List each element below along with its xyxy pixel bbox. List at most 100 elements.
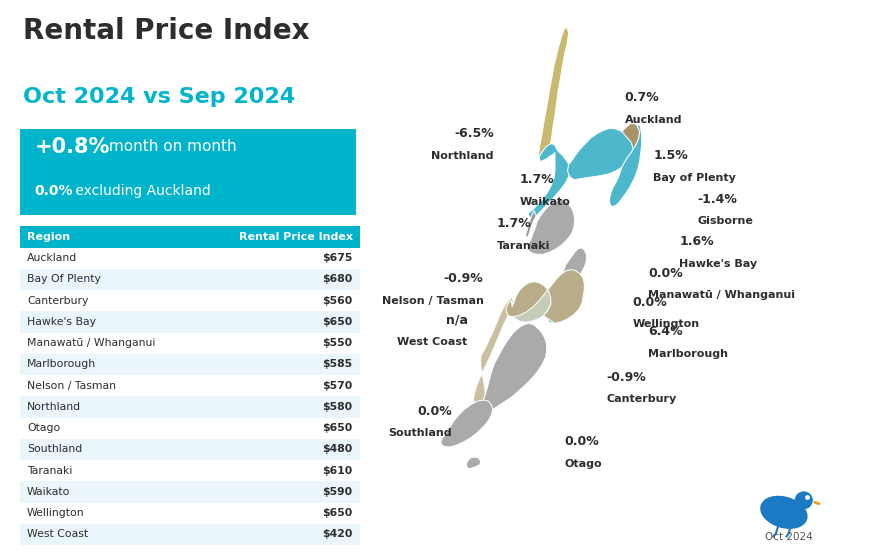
Text: +0.8%: +0.8% (34, 137, 110, 157)
Polygon shape (539, 144, 557, 162)
Polygon shape (474, 297, 513, 405)
Text: Northland: Northland (431, 150, 494, 160)
Text: 1.6%: 1.6% (679, 235, 714, 248)
Text: $680: $680 (322, 274, 353, 285)
Text: Canterbury: Canterbury (27, 296, 88, 306)
FancyBboxPatch shape (20, 333, 360, 354)
Text: 0.0%: 0.0% (34, 184, 73, 198)
Text: Wellington: Wellington (632, 319, 699, 329)
Text: $560: $560 (322, 296, 353, 306)
Polygon shape (568, 129, 633, 180)
Polygon shape (564, 248, 586, 280)
Polygon shape (441, 400, 493, 447)
FancyBboxPatch shape (20, 460, 360, 481)
Text: Otago: Otago (564, 459, 602, 469)
Text: Wellington: Wellington (27, 508, 84, 518)
Text: 0.7%: 0.7% (625, 91, 659, 104)
Text: Marlborough: Marlborough (27, 359, 96, 369)
Text: Marlborough: Marlborough (648, 349, 728, 359)
Polygon shape (526, 211, 537, 239)
Text: 0.0%: 0.0% (632, 296, 667, 309)
Ellipse shape (795, 492, 812, 509)
Text: Oct 2024 vs Sep 2024: Oct 2024 vs Sep 2024 (24, 87, 295, 107)
Ellipse shape (761, 496, 807, 528)
Polygon shape (466, 457, 481, 468)
Text: Hawke's Bay: Hawke's Bay (679, 259, 758, 268)
Text: $675: $675 (322, 253, 353, 263)
Polygon shape (506, 269, 584, 323)
Text: month on month: month on month (104, 139, 236, 154)
Text: -1.4%: -1.4% (698, 192, 738, 206)
Text: Rental Price Index: Rental Price Index (24, 17, 310, 45)
Text: West Coast: West Coast (27, 529, 88, 539)
Text: n/a: n/a (446, 313, 468, 326)
Polygon shape (538, 27, 569, 162)
Text: $480: $480 (322, 444, 353, 454)
Text: Auckland: Auckland (625, 115, 682, 125)
FancyBboxPatch shape (20, 418, 360, 439)
FancyBboxPatch shape (20, 524, 360, 545)
FancyBboxPatch shape (20, 354, 360, 375)
Text: Oct 2024: Oct 2024 (766, 533, 813, 542)
FancyBboxPatch shape (20, 439, 360, 460)
Text: Region: Region (27, 232, 71, 242)
FancyBboxPatch shape (20, 481, 360, 503)
Text: West Coast: West Coast (397, 337, 468, 347)
FancyBboxPatch shape (20, 269, 360, 290)
Text: Nelson / Tasman: Nelson / Tasman (381, 296, 483, 306)
FancyBboxPatch shape (20, 311, 360, 333)
Polygon shape (528, 200, 575, 254)
Text: -0.9%: -0.9% (443, 272, 483, 285)
FancyBboxPatch shape (20, 503, 360, 524)
Text: -6.5%: -6.5% (454, 127, 494, 140)
Polygon shape (547, 283, 584, 323)
Text: -0.9%: -0.9% (606, 371, 646, 383)
FancyBboxPatch shape (20, 226, 360, 248)
Polygon shape (610, 124, 642, 207)
Text: $550: $550 (322, 338, 353, 348)
Text: Southland: Southland (388, 428, 452, 438)
Text: $420: $420 (322, 529, 353, 539)
Text: $570: $570 (322, 381, 353, 391)
Text: 6.4%: 6.4% (648, 325, 683, 338)
Text: Bay of Plenty: Bay of Plenty (653, 173, 736, 183)
Text: 0.0%: 0.0% (564, 435, 599, 448)
Text: 1.7%: 1.7% (520, 173, 555, 186)
Text: $585: $585 (322, 359, 353, 369)
Text: 1.7%: 1.7% (496, 217, 531, 230)
Text: Auckland: Auckland (27, 253, 78, 263)
FancyBboxPatch shape (20, 129, 356, 215)
Text: excluding Auckland: excluding Auckland (71, 184, 211, 198)
Text: Manawatū / Whanganui: Manawatū / Whanganui (27, 338, 155, 348)
Text: Gisborne: Gisborne (698, 216, 753, 226)
Text: $650: $650 (322, 317, 353, 327)
Polygon shape (528, 144, 570, 218)
Text: Canterbury: Canterbury (606, 395, 677, 404)
Text: $590: $590 (322, 487, 353, 497)
Text: Bay Of Plenty: Bay Of Plenty (27, 274, 101, 285)
Text: Southland: Southland (27, 444, 82, 454)
Text: Otago: Otago (27, 423, 60, 433)
Text: Northland: Northland (27, 402, 81, 412)
Text: Waikato: Waikato (27, 487, 71, 497)
Text: 0.0%: 0.0% (417, 405, 452, 418)
Text: Taranaki: Taranaki (496, 241, 550, 251)
Text: Nelson / Tasman: Nelson / Tasman (27, 381, 116, 391)
Text: Waikato: Waikato (520, 197, 571, 207)
Polygon shape (511, 286, 551, 322)
FancyBboxPatch shape (20, 248, 360, 269)
Text: Rental Price Index: Rental Price Index (239, 232, 353, 242)
Text: $610: $610 (322, 466, 353, 476)
Text: $650: $650 (322, 423, 353, 433)
Text: Manawatū / Whanganui: Manawatū / Whanganui (648, 290, 795, 300)
Text: Hawke's Bay: Hawke's Bay (27, 317, 96, 327)
Text: $650: $650 (322, 508, 353, 518)
Polygon shape (622, 124, 639, 167)
FancyBboxPatch shape (20, 375, 360, 396)
Text: 1.5%: 1.5% (653, 149, 688, 162)
FancyBboxPatch shape (20, 290, 360, 311)
Text: $580: $580 (322, 402, 353, 412)
Text: 0.0%: 0.0% (648, 267, 683, 280)
FancyBboxPatch shape (20, 396, 360, 418)
Text: Taranaki: Taranaki (27, 466, 72, 476)
